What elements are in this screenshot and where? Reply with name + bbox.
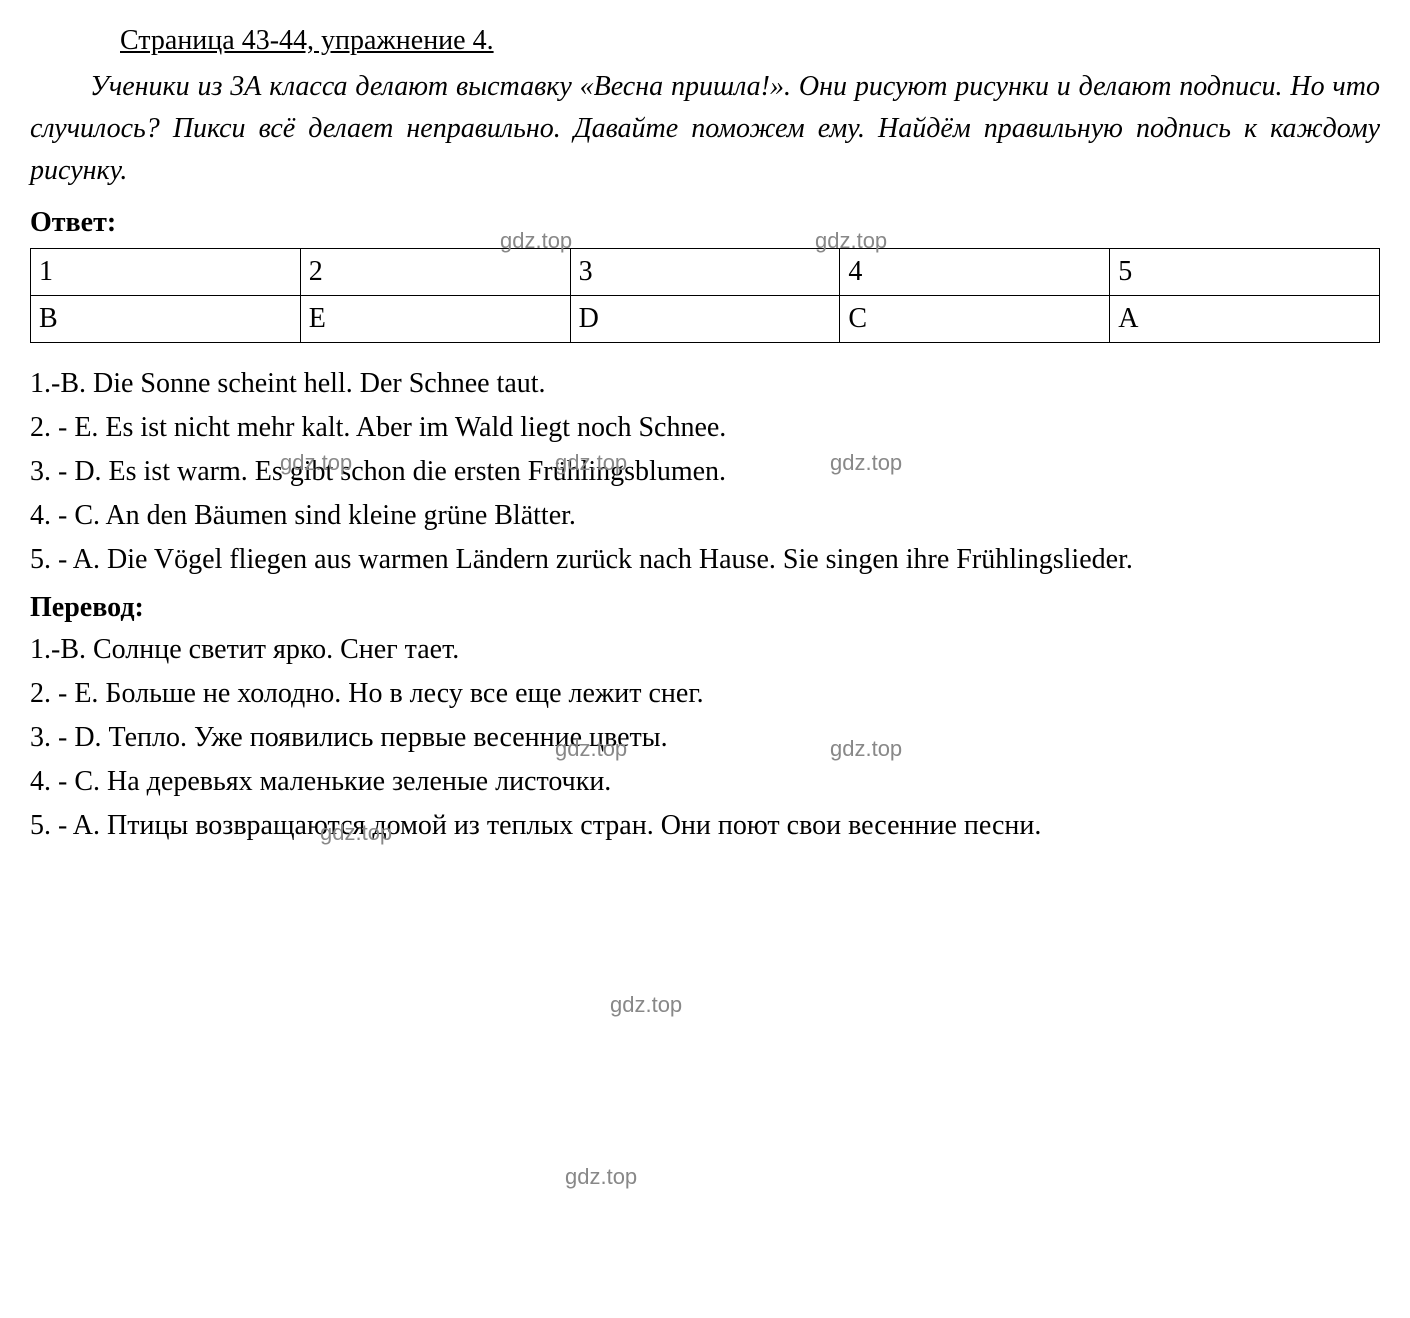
- answer-table: 1 2 3 4 5 B E D C A: [30, 248, 1380, 343]
- watermark-text: gdz.top: [565, 1160, 637, 1193]
- answer-item: 2. - E. Es ist nicht mehr kalt. Aber im …: [30, 407, 1380, 449]
- translation-item: 3. - D. Тепло. Уже появились первые весе…: [30, 717, 1380, 759]
- answer-item: 3. - D. Es ist warm. Es gibt schon die e…: [30, 451, 1380, 493]
- intro-text: Ученики из 3А класса делают выставку «Ве…: [30, 66, 1380, 192]
- table-cell: 5: [1110, 249, 1380, 296]
- translation-item: 4. - C. На деревьях маленькие зеленые ли…: [30, 761, 1380, 803]
- table-cell: C: [840, 296, 1110, 343]
- translation-label: Перевод:: [30, 587, 1380, 629]
- table-cell: A: [1110, 296, 1380, 343]
- translation-item: 2. - E. Больше не холодно. Но в лесу все…: [30, 673, 1380, 715]
- watermark-text: gdz.top: [610, 988, 682, 1021]
- table-cell: B: [31, 296, 301, 343]
- table-row: 1 2 3 4 5: [31, 249, 1380, 296]
- table-cell: 1: [31, 249, 301, 296]
- translation-item: 5. - A. Птицы возвращаются домой из тепл…: [30, 805, 1380, 847]
- answer-item: 1.-B. Die Sonne scheint hell. Der Schnee…: [30, 363, 1380, 405]
- answer-item: 5. - A. Die Vögel fliegen aus warmen Län…: [30, 539, 1380, 581]
- table-cell: 4: [840, 249, 1110, 296]
- table-cell: 2: [300, 249, 570, 296]
- table-cell: E: [300, 296, 570, 343]
- translation-item: 1.-B. Солнце светит ярко. Снег тает.: [30, 629, 1380, 671]
- page-heading: Страница 43-44, упражнение 4.: [120, 20, 1380, 62]
- table-cell: 3: [570, 249, 840, 296]
- table-row: B E D C A: [31, 296, 1380, 343]
- answer-item: 4. - C. An den Bäumen sind kleine grüne …: [30, 495, 1380, 537]
- table-cell: D: [570, 296, 840, 343]
- answer-label: Ответ:: [30, 202, 1380, 244]
